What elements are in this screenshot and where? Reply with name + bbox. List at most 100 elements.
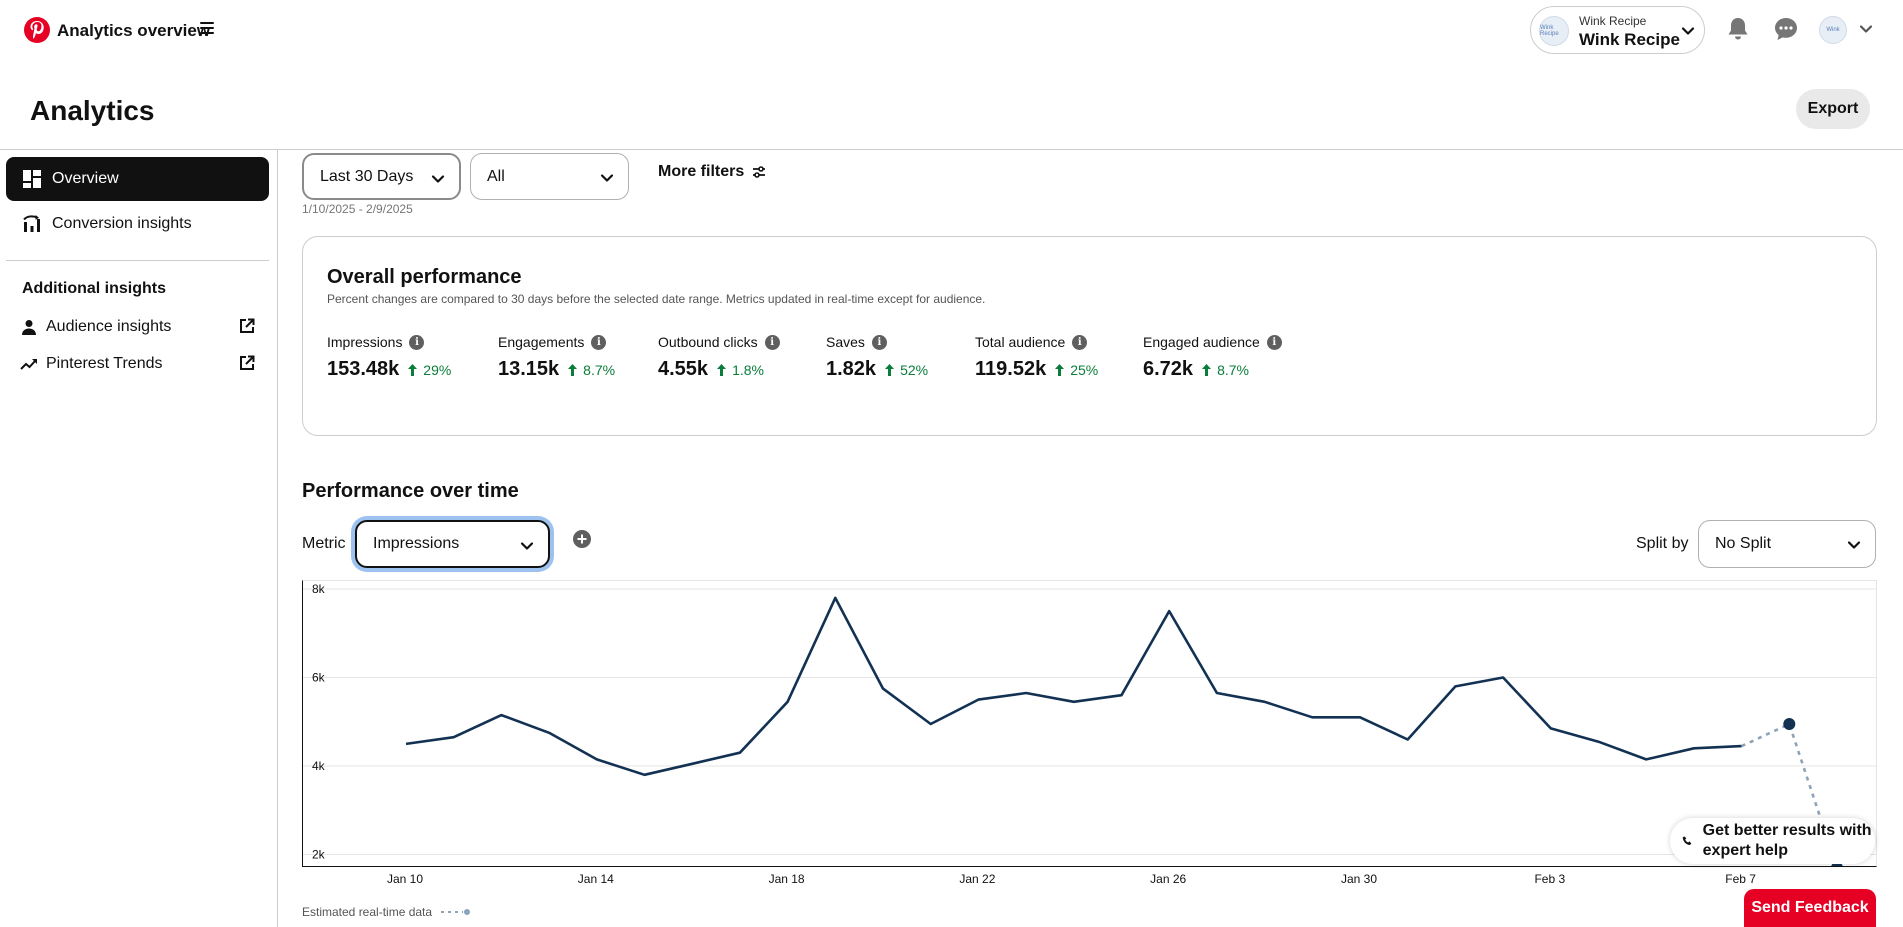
metric-outbound-clicks[interactable]: Outbound clicks i 4.55k 1.8% <box>658 333 780 381</box>
sidebar-divider <box>277 150 278 927</box>
expert-help-label: Get better results with expert help <box>1702 822 1872 859</box>
y-tick-label: 2k <box>312 848 326 862</box>
account-small-name: Wink Recipe <box>1579 14 1647 28</box>
bell-icon[interactable] <box>1725 16 1751 42</box>
expert-help-button[interactable]: Get better results with expert help <box>1670 818 1875 864</box>
metric-impressions[interactable]: Impressions i 153.48k 29% <box>327 333 451 381</box>
metric-value: 4.55k <box>658 358 709 380</box>
metric-value: 153.48k <box>327 358 400 380</box>
conversion-icon <box>22 214 42 234</box>
info-icon[interactable]: i <box>591 334 607 350</box>
chevron-down-icon <box>520 542 534 550</box>
user-avatar[interactable]: Wink <box>1819 16 1847 44</box>
metric-value: 13.15k <box>498 358 560 380</box>
sidebar-item-label: Conversion insights <box>52 215 192 232</box>
sidebar-item-overview[interactable]: Overview <box>6 157 269 201</box>
external-link-icon <box>240 355 255 370</box>
metric-change: 25% <box>1054 362 1098 378</box>
metric-change: 8.7% <box>1201 362 1249 378</box>
metric-engaged-audience[interactable]: Engaged audience i 6.72k 8.7% <box>1143 333 1282 381</box>
split-by-label: Split by <box>1636 535 1689 552</box>
metric-value: 1.82k <box>826 358 877 380</box>
overall-performance-card: Overall performance Percent changes are … <box>302 236 1877 436</box>
estimated-data-legend-icon <box>441 909 471 915</box>
metric-label: Total audience <box>975 334 1066 350</box>
metric-select[interactable]: Impressions <box>355 520 550 568</box>
filter-sliders-icon <box>753 166 766 178</box>
metric-label: Metric <box>302 535 346 552</box>
arrow-up-icon <box>885 363 895 376</box>
metric-value: 119.52k <box>975 358 1047 380</box>
split-by-select[interactable]: No Split <box>1698 520 1876 568</box>
metric-engagements[interactable]: Engagements i 13.15k 8.7% <box>498 333 615 381</box>
overall-performance-subtitle: Percent changes are compared to 30 days … <box>327 292 986 306</box>
metric-change: 52% <box>884 362 928 378</box>
x-tick-label: Jan 10 <box>387 872 423 886</box>
metric-label: Impressions <box>327 334 403 350</box>
chat-icon[interactable] <box>1773 16 1799 42</box>
additional-insights-heading: Additional insights <box>22 280 166 297</box>
info-icon[interactable]: i <box>1266 334 1282 350</box>
arrow-up-icon <box>408 363 418 376</box>
sidebar-link-audience-insights[interactable]: Audience insights <box>20 313 255 341</box>
legend-label: Estimated real-time data <box>302 905 433 919</box>
account-name: Wink Recipe <box>1579 30 1680 49</box>
metric-select-value: Impressions <box>373 535 460 552</box>
arrow-up-icon <box>568 363 578 376</box>
impressions-series-line <box>405 596 1742 777</box>
more-filters-button[interactable]: More filters <box>658 163 766 181</box>
person-icon <box>20 318 38 336</box>
info-icon[interactable]: i <box>764 334 780 350</box>
arrow-up-icon <box>717 363 727 376</box>
add-metric-icon[interactable] <box>572 529 592 549</box>
account-avatar: Wink Recipe <box>1539 16 1569 46</box>
pinterest-logo-icon[interactable] <box>24 17 50 43</box>
chevron-down-icon <box>1681 27 1695 35</box>
metric-label: Outbound clicks <box>658 334 758 350</box>
chevron-down-icon <box>1847 541 1861 549</box>
split-by-select-value: No Split <box>1715 535 1772 552</box>
x-tick-label: Feb 3 <box>1534 872 1565 886</box>
chart-svg: 2k 4k 6k 8k <box>303 582 1876 866</box>
info-icon[interactable]: i <box>409 334 425 350</box>
sidebar-item-conversion-insights[interactable]: Conversion insights <box>6 202 269 246</box>
arrow-up-icon <box>1202 363 1212 376</box>
info-icon[interactable]: i <box>871 334 887 350</box>
estimated-data-point[interactable] <box>1783 717 1796 730</box>
metric-total-audience[interactable]: Total audience i 119.52k 25% <box>975 333 1098 381</box>
sidebar-link-label: Audience insights <box>46 318 172 335</box>
sidebar-item-label: Overview <box>52 170 119 187</box>
account-switcher[interactable]: Wink Recipe Wink Recipe Wink Recipe <box>1530 6 1705 54</box>
date-range-select[interactable]: Last 30 Days <box>302 153 461 200</box>
sidebar-link-pinterest-trends[interactable]: Pinterest Trends <box>20 350 255 378</box>
chevron-down-icon <box>431 175 445 183</box>
send-feedback-button[interactable]: Send Feedback <box>1744 889 1876 927</box>
more-filters-label: More filters <box>658 163 745 180</box>
page-title: Analytics <box>30 95 155 126</box>
app-title: Analytics overview <box>57 21 211 40</box>
x-tick-label: Jan 18 <box>769 872 805 886</box>
arrow-up-icon <box>1055 363 1065 376</box>
trend-icon <box>20 355 38 373</box>
impressions-chart[interactable]: 2k 4k 6k 8k <box>302 580 1877 867</box>
phone-icon <box>1682 836 1692 845</box>
menu-icon[interactable] <box>200 21 214 35</box>
x-tick-label: Jan 14 <box>578 872 614 886</box>
date-range-select-value: Last 30 Days <box>320 167 414 185</box>
x-tick-label: Jan 22 <box>959 872 995 886</box>
chevron-down-icon <box>600 174 614 182</box>
metric-change: 29% <box>407 362 451 378</box>
metric-change: 8.7% <box>567 362 615 378</box>
export-button[interactable]: Export <box>1796 89 1870 129</box>
content-type-select[interactable]: All <box>470 153 629 200</box>
grid-icon <box>22 169 42 189</box>
info-icon[interactable]: i <box>1072 334 1088 350</box>
chevron-down-icon[interactable] <box>1859 22 1873 36</box>
metric-saves[interactable]: Saves i 1.82k 52% <box>826 333 928 381</box>
header-divider <box>0 149 1903 150</box>
x-tick-label: Jan 30 <box>1341 872 1377 886</box>
sidebar-link-label: Pinterest Trends <box>46 355 163 372</box>
chart-legend: Estimated real-time data <box>302 905 472 919</box>
performance-over-time-title: Performance over time <box>302 480 519 502</box>
date-range-text: 1/10/2025 - 2/9/2025 <box>302 202 413 216</box>
